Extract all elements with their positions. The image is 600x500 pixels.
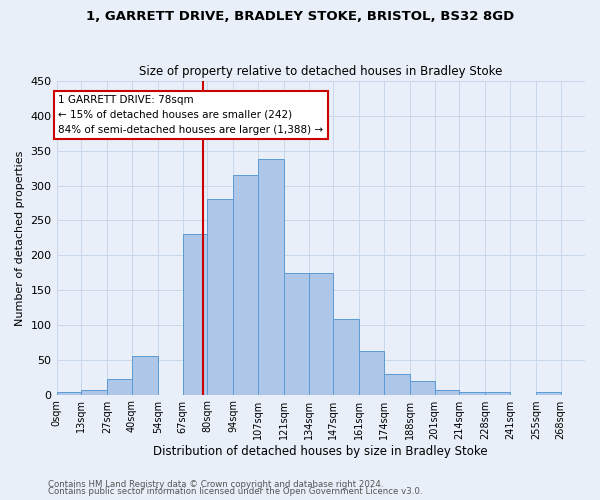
Bar <box>308 272 333 394</box>
Y-axis label: Number of detached properties: Number of detached properties <box>15 150 25 326</box>
Text: 1 GARRETT DRIVE: 78sqm
← 15% of detached houses are smaller (242)
84% of semi-de: 1 GARRETT DRIVE: 78sqm ← 15% of detached… <box>58 95 323 134</box>
Bar <box>182 234 207 394</box>
Bar <box>233 175 258 394</box>
Text: Contains public sector information licensed under the Open Government Licence v3: Contains public sector information licen… <box>48 487 422 496</box>
Bar <box>284 272 308 394</box>
Bar <box>536 392 560 394</box>
Bar <box>81 390 107 394</box>
X-axis label: Distribution of detached houses by size in Bradley Stoke: Distribution of detached houses by size … <box>154 444 488 458</box>
Bar <box>410 382 434 394</box>
Bar <box>107 380 132 394</box>
Bar <box>56 392 81 394</box>
Bar <box>258 159 284 394</box>
Bar <box>207 200 233 394</box>
Text: Contains HM Land Registry data © Crown copyright and database right 2024.: Contains HM Land Registry data © Crown c… <box>48 480 383 489</box>
Bar <box>359 350 384 395</box>
Bar <box>459 392 485 394</box>
Bar <box>434 390 459 394</box>
Bar <box>384 374 410 394</box>
Bar <box>333 320 359 394</box>
Bar <box>485 392 510 394</box>
Text: 1, GARRETT DRIVE, BRADLEY STOKE, BRISTOL, BS32 8GD: 1, GARRETT DRIVE, BRADLEY STOKE, BRISTOL… <box>86 10 514 23</box>
Bar <box>132 356 158 395</box>
Title: Size of property relative to detached houses in Bradley Stoke: Size of property relative to detached ho… <box>139 66 502 78</box>
